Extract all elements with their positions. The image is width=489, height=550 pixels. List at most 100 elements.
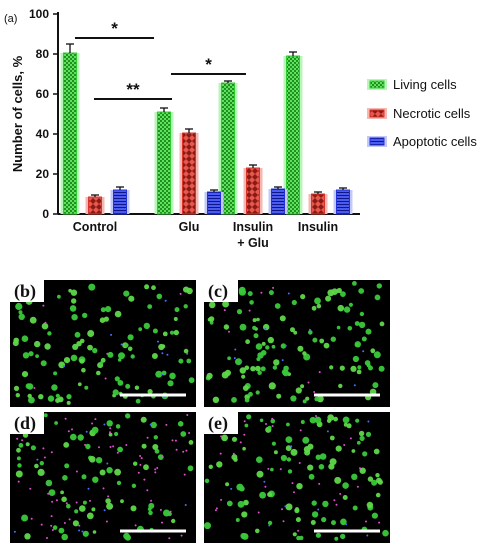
living-cell <box>130 505 137 512</box>
living-cell <box>40 360 47 367</box>
apoptotic-cell <box>284 344 287 347</box>
apoptotic-cell <box>36 458 39 461</box>
living-cell <box>96 370 101 376</box>
living-cell <box>148 502 155 509</box>
living-cell <box>244 397 250 403</box>
necrotic-cell <box>378 521 381 524</box>
living-cell <box>263 323 270 331</box>
necrotic-cell <box>139 455 142 457</box>
living-cell <box>71 298 77 304</box>
necrotic-cell <box>104 377 107 380</box>
apoptotic-cell <box>161 352 164 355</box>
panel-label: (b) <box>14 281 36 302</box>
living-cell <box>204 478 210 484</box>
living-cell <box>268 290 274 296</box>
living-cell <box>365 328 372 335</box>
living-cell <box>236 483 244 491</box>
figure-label: (a) <box>4 13 17 25</box>
necrotic-cell <box>175 448 178 451</box>
living-cell <box>123 532 130 540</box>
necrotic-cell <box>50 451 53 454</box>
living-cell <box>86 512 94 520</box>
living-cell <box>290 327 295 333</box>
micrograph-panel: (e) <box>204 412 390 543</box>
living-cell <box>340 291 346 297</box>
living-cell <box>249 300 254 305</box>
living-cell <box>152 328 158 334</box>
living-cell <box>296 483 303 490</box>
living-cell <box>302 399 307 404</box>
living-cell <box>371 479 378 486</box>
necrotic-cell <box>232 452 235 455</box>
living-cell <box>38 394 44 400</box>
y-tick-label: 0 <box>42 207 49 221</box>
living-cell <box>242 446 246 451</box>
necrotic-cell <box>264 485 267 488</box>
bar-apoptotic <box>336 189 350 215</box>
living-cell <box>39 461 44 466</box>
living-cell <box>24 533 31 540</box>
living-cell <box>58 527 65 534</box>
living-cell <box>347 326 353 331</box>
necrotic-cell <box>298 462 301 464</box>
living-cell <box>66 394 72 400</box>
living-cell <box>300 384 305 389</box>
living-cell <box>125 413 131 419</box>
living-cell <box>379 321 385 327</box>
living-cell <box>362 451 368 457</box>
necrotic-cell <box>356 485 359 488</box>
y-tick-label: 100 <box>29 7 49 21</box>
living-cell <box>161 370 167 376</box>
living-cell <box>315 532 321 538</box>
necrotic-cell <box>42 304 45 307</box>
living-cell <box>359 435 365 441</box>
necrotic-cell <box>291 482 294 485</box>
living-cell <box>143 322 150 330</box>
living-cell <box>257 370 262 376</box>
necrotic-cell <box>109 427 112 430</box>
legend-label: Necrotic cells <box>393 106 471 121</box>
living-cell <box>41 322 49 330</box>
living-cell <box>242 385 249 391</box>
apoptotic-cell <box>166 353 169 356</box>
necrotic-cell <box>219 452 222 455</box>
living-cell <box>123 290 130 297</box>
living-cell <box>57 294 61 299</box>
living-cell <box>273 450 278 455</box>
living-cell <box>327 414 335 421</box>
necrotic-cell <box>109 431 111 434</box>
bars <box>60 52 353 215</box>
living-cell <box>329 365 334 370</box>
living-cell <box>334 536 339 541</box>
necrotic-cell <box>279 468 282 471</box>
living-cell <box>84 385 89 390</box>
living-cell <box>28 351 34 357</box>
living-cell <box>62 475 68 481</box>
living-cell <box>105 498 111 504</box>
necrotic-cell <box>343 444 346 446</box>
necrotic-cell <box>75 470 78 473</box>
living-cell <box>91 426 99 434</box>
necrotic-cell <box>154 468 157 471</box>
necrotic-cell <box>16 437 19 440</box>
living-cell <box>81 367 86 373</box>
living-cell <box>57 396 64 403</box>
living-cell <box>63 357 71 364</box>
living-cell <box>81 474 87 480</box>
living-cell <box>359 467 366 474</box>
necrotic-cell <box>75 501 78 504</box>
apoptotic-cell <box>63 365 65 368</box>
living-cell <box>29 316 37 324</box>
living-cell <box>66 400 71 405</box>
necrotic-cell <box>271 425 274 427</box>
living-cell <box>366 363 371 368</box>
necrotic-cell <box>282 520 285 523</box>
living-cell <box>180 431 187 437</box>
living-cell <box>250 366 256 372</box>
living-cell <box>174 307 180 313</box>
living-cell <box>376 283 382 289</box>
necrotic-cell <box>169 510 172 513</box>
living-cell <box>106 420 113 427</box>
living-cell <box>16 456 21 461</box>
